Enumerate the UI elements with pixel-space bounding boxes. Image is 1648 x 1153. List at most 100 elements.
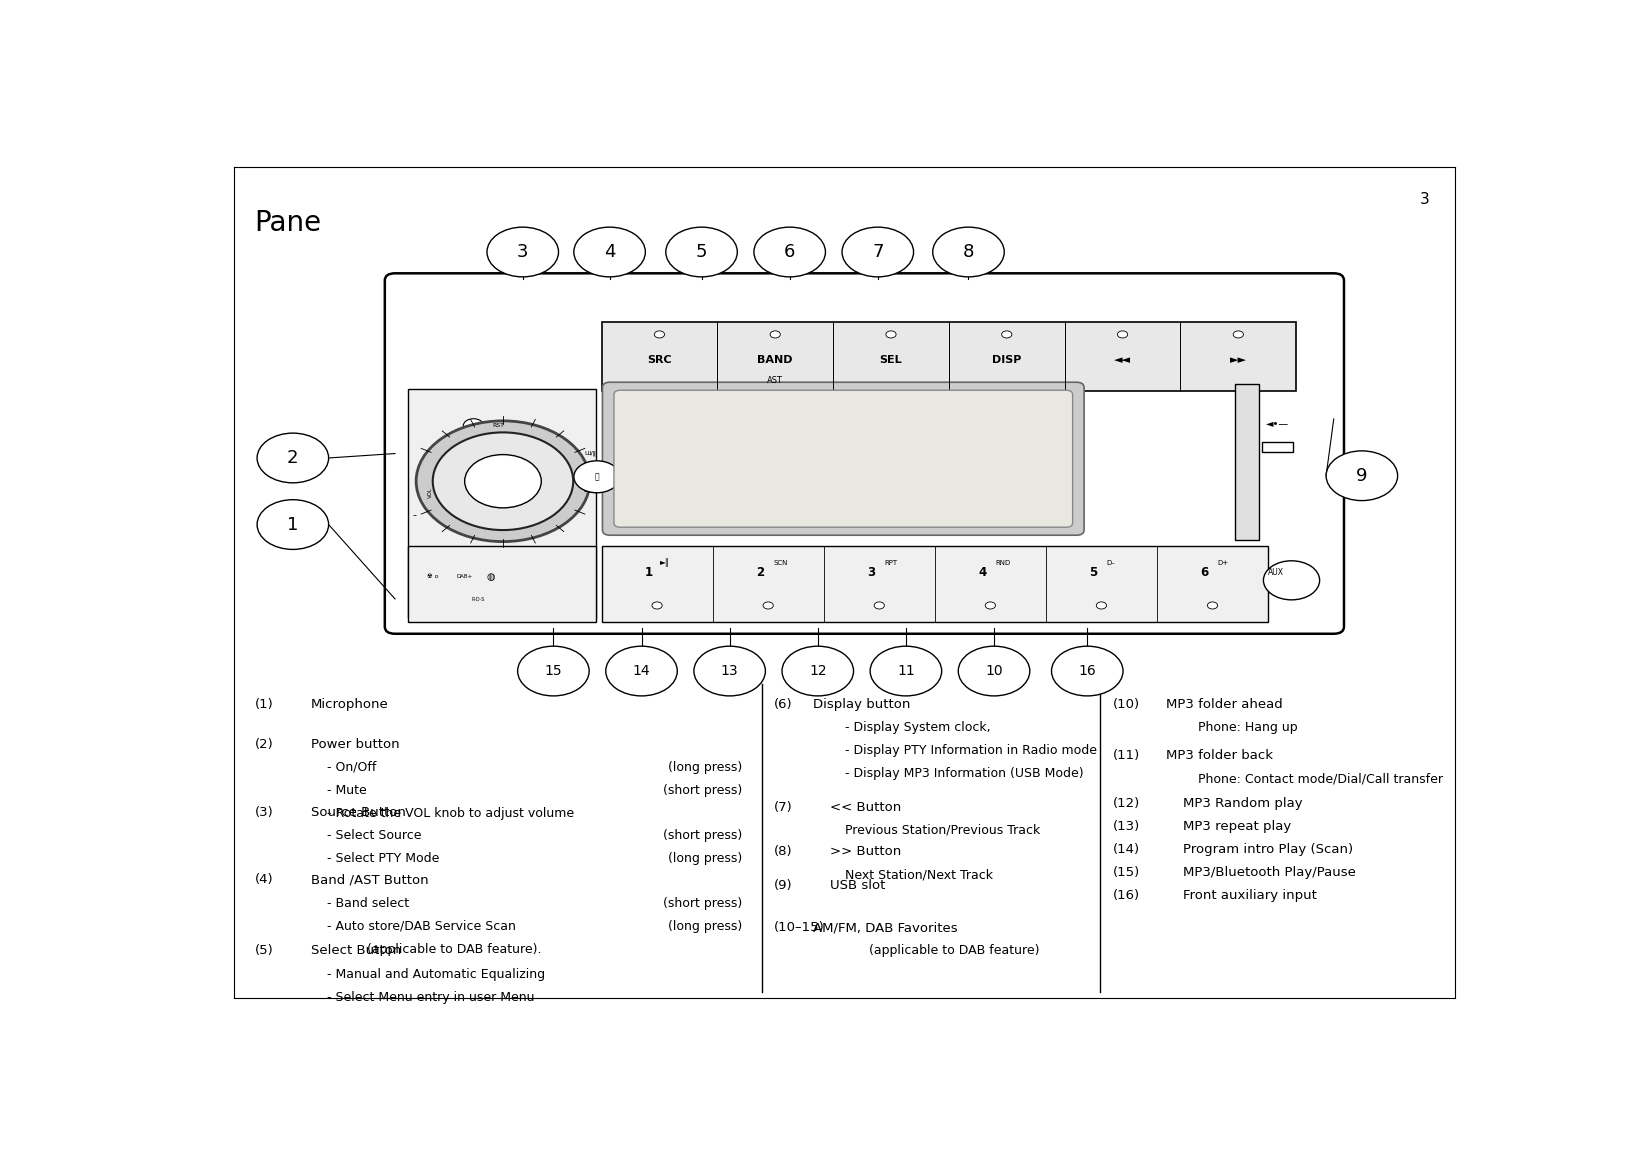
- Text: Phone: Contact mode/Dial/Call transfer: Phone: Contact mode/Dial/Call transfer: [1167, 773, 1444, 785]
- Text: - Mute: - Mute: [311, 784, 366, 797]
- Circle shape: [465, 454, 541, 507]
- Text: - Select Menu entry in user Menu: - Select Menu entry in user Menu: [311, 990, 534, 1003]
- Text: (10): (10): [1112, 698, 1140, 710]
- Text: << Button: << Button: [812, 800, 901, 814]
- Circle shape: [870, 646, 941, 696]
- Text: (long press): (long press): [667, 761, 742, 774]
- Text: Previous Station/Previous Track: Previous Station/Previous Track: [812, 823, 1040, 837]
- Text: 9: 9: [1356, 467, 1368, 484]
- Circle shape: [873, 602, 885, 609]
- Text: - Manual and Automatic Equalizing: - Manual and Automatic Equalizing: [311, 967, 545, 980]
- Text: D+: D+: [1218, 560, 1229, 566]
- Text: R·D·S: R·D·S: [471, 597, 485, 602]
- Text: Select Button: Select Button: [311, 944, 400, 957]
- Text: 1: 1: [287, 515, 298, 534]
- FancyBboxPatch shape: [615, 390, 1073, 527]
- Text: - Select Source: - Select Source: [311, 829, 422, 842]
- Text: +: +: [501, 437, 509, 447]
- Text: 13: 13: [720, 664, 738, 678]
- Text: (long press): (long press): [667, 920, 742, 933]
- Circle shape: [257, 434, 328, 483]
- Circle shape: [433, 432, 574, 530]
- Text: 4: 4: [603, 243, 615, 261]
- Text: RND: RND: [995, 560, 1010, 566]
- Text: 12: 12: [809, 664, 827, 678]
- Text: Ш/‖: Ш/‖: [585, 451, 597, 457]
- Text: AM/FM, DAB Favorites: AM/FM, DAB Favorites: [812, 921, 957, 934]
- Bar: [1262, 442, 1292, 452]
- Text: MP3 folder back: MP3 folder back: [1167, 749, 1274, 762]
- Circle shape: [933, 227, 1004, 277]
- Text: AST: AST: [768, 376, 783, 385]
- Text: Band /AST Button: Band /AST Button: [311, 874, 428, 887]
- Circle shape: [606, 646, 677, 696]
- Circle shape: [1327, 451, 1398, 500]
- Text: - Auto store/DAB Service Scan: - Auto store/DAB Service Scan: [311, 920, 516, 933]
- Circle shape: [986, 602, 995, 609]
- Text: (short press): (short press): [662, 829, 742, 842]
- Circle shape: [1117, 331, 1127, 338]
- FancyBboxPatch shape: [603, 383, 1084, 535]
- Text: (12): (12): [1112, 797, 1140, 811]
- Text: SEL: SEL: [880, 355, 903, 366]
- Circle shape: [770, 331, 780, 338]
- Text: 2: 2: [756, 566, 765, 579]
- Bar: [407, 390, 595, 618]
- Circle shape: [753, 227, 826, 277]
- Text: (applicable to DAB feature).: (applicable to DAB feature).: [311, 943, 541, 956]
- Circle shape: [463, 419, 485, 432]
- Bar: [1236, 384, 1259, 540]
- Text: SCN: SCN: [773, 560, 788, 566]
- Text: 3: 3: [867, 566, 875, 579]
- Text: (9): (9): [775, 879, 793, 891]
- Text: Power button: Power button: [311, 738, 399, 751]
- Circle shape: [957, 646, 1030, 696]
- Text: RPT: RPT: [885, 560, 898, 566]
- Text: 6: 6: [784, 243, 796, 261]
- Circle shape: [257, 499, 328, 550]
- Text: - On/Off: - On/Off: [311, 761, 376, 774]
- Text: SRC: SRC: [648, 355, 672, 366]
- Text: - Select PTY Mode: - Select PTY Mode: [311, 852, 438, 865]
- Circle shape: [486, 227, 559, 277]
- Text: (1): (1): [254, 698, 274, 710]
- Text: - Band select: - Band select: [311, 897, 409, 910]
- Text: 3: 3: [517, 243, 529, 261]
- Text: ►‖: ►‖: [659, 558, 669, 567]
- Circle shape: [887, 331, 897, 338]
- Text: (7): (7): [775, 800, 793, 814]
- Text: 6: 6: [1200, 566, 1208, 579]
- Text: (applicable to DAB feature): (applicable to DAB feature): [812, 944, 1040, 957]
- Text: 3: 3: [1421, 191, 1429, 206]
- Text: (short press): (short press): [662, 897, 742, 910]
- FancyBboxPatch shape: [384, 273, 1345, 634]
- Text: ►►: ►►: [1229, 355, 1248, 366]
- Text: (16): (16): [1112, 889, 1140, 903]
- Text: (14): (14): [1112, 843, 1140, 857]
- Text: (4): (4): [254, 874, 274, 887]
- Circle shape: [694, 646, 765, 696]
- Text: ☢ o: ☢ o: [427, 574, 438, 579]
- Circle shape: [1233, 331, 1244, 338]
- Text: 8: 8: [962, 243, 974, 261]
- Text: ◍: ◍: [488, 572, 496, 581]
- Text: DISP: DISP: [992, 355, 1022, 366]
- Text: AUX: AUX: [1267, 568, 1284, 578]
- Text: Pane: Pane: [254, 210, 321, 238]
- Text: 14: 14: [633, 664, 651, 678]
- Text: - Display PTY Information in Radio mode: - Display PTY Information in Radio mode: [812, 744, 1096, 756]
- Text: MP3 folder ahead: MP3 folder ahead: [1167, 698, 1284, 710]
- Circle shape: [842, 227, 913, 277]
- Text: 1: 1: [644, 566, 653, 579]
- Text: MP3/Bluetooth Play/Pause: MP3/Bluetooth Play/Pause: [1167, 866, 1356, 880]
- Text: ◄•—: ◄•—: [1266, 417, 1289, 428]
- Text: - Display System clock,: - Display System clock,: [812, 721, 990, 733]
- Circle shape: [653, 602, 662, 609]
- Text: MP3 Random play: MP3 Random play: [1167, 797, 1304, 811]
- Text: Microphone: Microphone: [311, 698, 389, 710]
- Circle shape: [1051, 646, 1122, 696]
- Text: - Display MP3 Information (USB Mode): - Display MP3 Information (USB Mode): [812, 767, 1083, 779]
- Text: Program intro Play (Scan): Program intro Play (Scan): [1167, 843, 1353, 857]
- Text: ◄◄: ◄◄: [1114, 355, 1131, 366]
- Text: 2: 2: [287, 449, 298, 467]
